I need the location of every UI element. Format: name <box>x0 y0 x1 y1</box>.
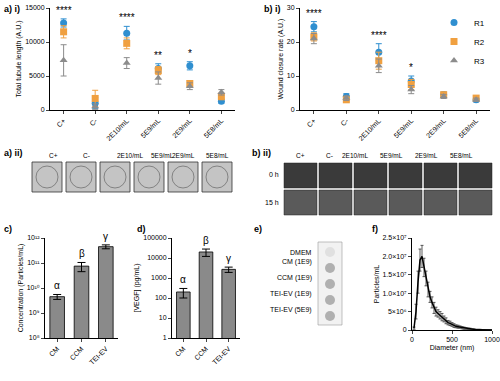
svg-text:500: 500 <box>446 336 458 343</box>
svg-text:α: α <box>54 280 60 291</box>
svg-text:2E9/mL: 2E9/mL <box>415 152 438 159</box>
svg-text:b) ii): b) ii) <box>252 148 271 158</box>
svg-text:10: 10 <box>159 314 167 321</box>
svg-text:TEI-EV (5E9): TEI-EV (5E9) <box>270 306 312 314</box>
svg-text:C-: C- <box>339 117 350 128</box>
svg-text:e): e) <box>254 224 262 234</box>
svg-text:****: **** <box>306 8 322 19</box>
svg-text:10¹⁰: 10¹⁰ <box>27 284 40 291</box>
svg-text:10¹¹: 10¹¹ <box>27 259 40 266</box>
svg-text:****: **** <box>371 30 387 41</box>
svg-text:c): c) <box>4 224 12 234</box>
svg-text:CCM (1E9): CCM (1E9) <box>277 274 312 282</box>
svg-text:CCM: CCM <box>68 345 84 361</box>
svg-text:b) i): b) i) <box>264 4 281 14</box>
svg-text:2E10/mL: 2E10/mL <box>117 152 143 159</box>
svg-text:0: 0 <box>403 326 407 333</box>
svg-text:TEI-EV (1E9): TEI-EV (1E9) <box>270 290 312 298</box>
svg-text:C-: C- <box>88 117 99 128</box>
svg-text:5E8/mL: 5E8/mL <box>450 152 473 159</box>
svg-text:0: 0 <box>291 106 295 113</box>
svg-text:2E10/mL: 2E10/mL <box>342 152 368 159</box>
svg-text:1: 1 <box>163 334 167 341</box>
svg-text:0 h: 0 h <box>269 171 279 178</box>
svg-text:C+: C+ <box>306 117 317 128</box>
svg-text:d): d) <box>137 224 146 234</box>
svg-text:2.0×10⁷: 2.0×10⁷ <box>382 253 407 260</box>
svg-text:100: 100 <box>155 294 167 301</box>
svg-text:C+: C+ <box>296 152 305 159</box>
svg-text:β: β <box>203 235 209 246</box>
svg-text:*: * <box>188 48 192 59</box>
svg-text:0: 0 <box>410 336 414 343</box>
svg-text:5E9/mL: 5E9/mL <box>151 152 174 159</box>
svg-text:CM: CM <box>174 345 187 358</box>
svg-text:15 h: 15 h <box>265 199 279 206</box>
svg-text:C-: C- <box>326 152 333 159</box>
svg-text:Particles/mL: Particles/mL <box>373 265 380 304</box>
svg-text:5E9/mL: 5E9/mL <box>392 117 414 139</box>
svg-text:R3: R3 <box>474 57 485 66</box>
svg-text:Wound closure rate (A.U.): Wound closure rate (A.U.) <box>277 19 285 100</box>
svg-text:R1: R1 <box>474 19 485 28</box>
svg-text:10000: 10000 <box>147 254 167 261</box>
svg-text:20: 20 <box>287 38 295 45</box>
svg-text:1000: 1000 <box>484 336 500 343</box>
svg-text:10000: 10000 <box>25 38 45 45</box>
svg-text:5E8/mL: 5E8/mL <box>206 152 229 159</box>
svg-text:**: ** <box>154 50 162 61</box>
svg-text:*: * <box>409 62 413 73</box>
svg-text:CM: CM <box>48 345 61 358</box>
svg-text:5E8/mL: 5E8/mL <box>457 117 479 139</box>
svg-text:100000: 100000 <box>143 234 166 241</box>
svg-text:****: **** <box>56 5 72 16</box>
svg-text:DMEM: DMEM <box>290 249 312 256</box>
svg-text:2E9/mL: 2E9/mL <box>171 117 193 139</box>
svg-text:5000: 5000 <box>29 72 45 79</box>
svg-text:2E10/mL: 2E10/mL <box>105 117 130 142</box>
svg-text:γ: γ <box>103 231 108 242</box>
svg-text:α: α <box>180 274 186 285</box>
svg-text:10¹²: 10¹² <box>27 234 40 241</box>
svg-text:10⁹: 10⁹ <box>29 309 40 316</box>
svg-text:****: **** <box>119 12 135 23</box>
svg-text:2E9/mL: 2E9/mL <box>425 117 447 139</box>
svg-text:5E9/mL: 5E9/mL <box>380 152 403 159</box>
svg-text:Total tubule length (A.U.): Total tubule length (A.U.) <box>15 20 23 97</box>
svg-text:Concentration (Particles/mL): Concentration (Particles/mL) <box>17 244 25 333</box>
svg-text:f): f) <box>372 224 378 234</box>
svg-text:5E9/mL: 5E9/mL <box>139 117 161 139</box>
svg-text:5E8/mL: 5E8/mL <box>203 117 225 139</box>
svg-text:γ: γ <box>226 253 231 264</box>
svg-text:1.0×10⁷: 1.0×10⁷ <box>382 290 407 297</box>
svg-text:C+: C+ <box>55 117 66 128</box>
svg-text:30: 30 <box>287 4 295 11</box>
svg-text:β: β <box>79 248 85 259</box>
svg-text:1000: 1000 <box>151 274 167 281</box>
svg-text:Diameter (nm): Diameter (nm) <box>430 344 475 352</box>
svg-text:[VEGF] (pg/mL): [VEGF] (pg/mL) <box>133 263 141 312</box>
svg-text:a) i): a) i) <box>4 4 20 14</box>
svg-text:C-: C- <box>83 152 90 159</box>
svg-text:1.5×10⁷: 1.5×10⁷ <box>382 271 407 278</box>
svg-text:2.5×10⁷: 2.5×10⁷ <box>382 234 407 241</box>
svg-text:R2: R2 <box>474 38 485 47</box>
svg-text:5×10⁶: 5×10⁶ <box>388 308 407 315</box>
svg-text:10⁸: 10⁸ <box>29 334 40 341</box>
svg-text:CM (1E9): CM (1E9) <box>282 258 312 266</box>
svg-text:CCM: CCM <box>193 345 209 361</box>
svg-text:10: 10 <box>287 72 295 79</box>
svg-text:15000: 15000 <box>25 4 45 11</box>
svg-text:TEI-EV: TEI-EV <box>211 345 232 366</box>
svg-text:a) ii): a) ii) <box>4 148 23 158</box>
svg-text:TEI-EV: TEI-EV <box>88 345 109 366</box>
svg-text:0: 0 <box>41 106 45 113</box>
svg-text:C+: C+ <box>49 152 58 159</box>
svg-text:2E10/mL: 2E10/mL <box>357 117 382 142</box>
svg-text:2E9/mL: 2E9/mL <box>172 152 195 159</box>
